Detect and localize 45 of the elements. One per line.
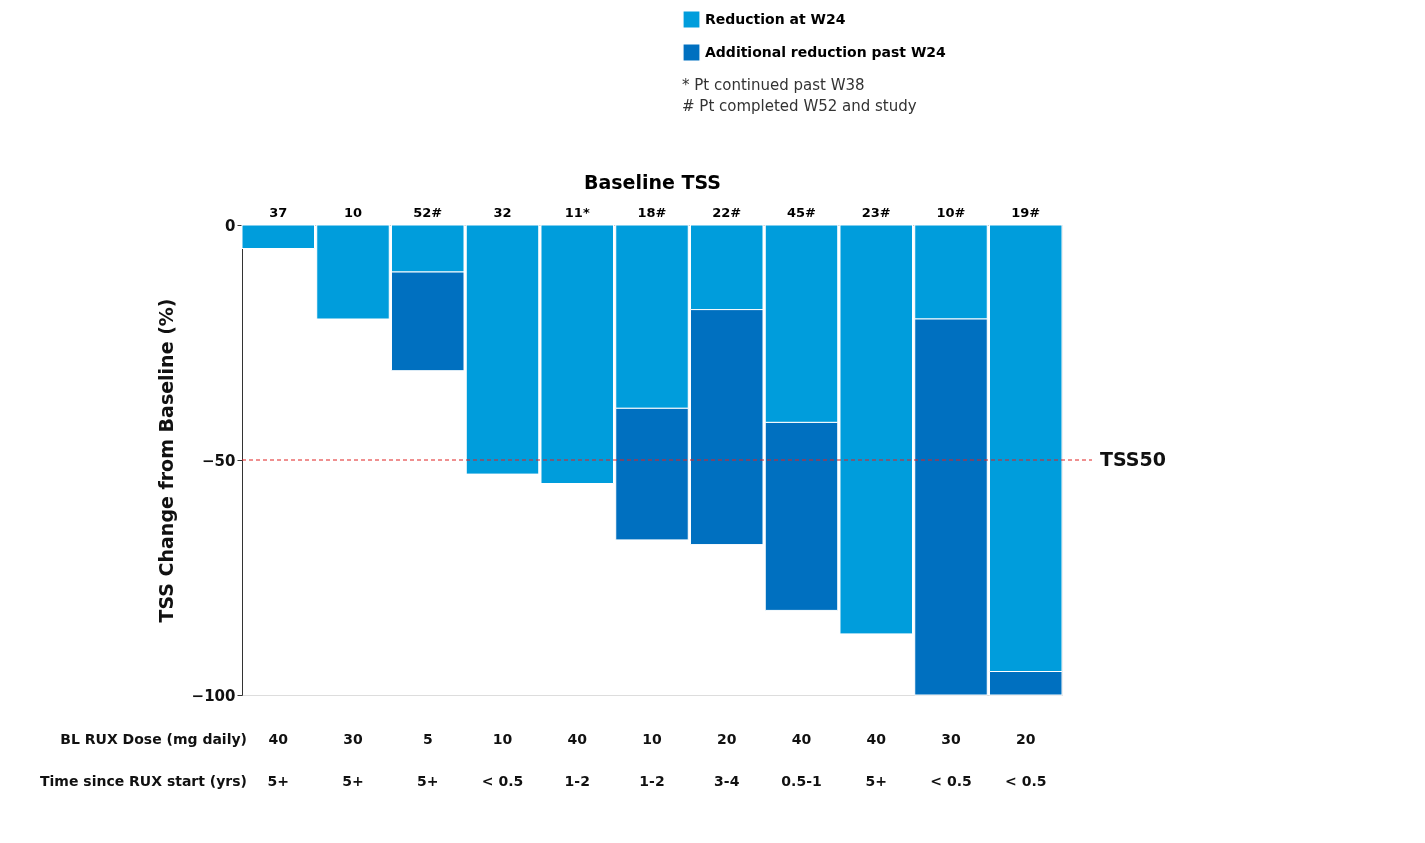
x-tick-label: 37	[269, 204, 288, 220]
x-tick-label: 11*	[564, 204, 590, 220]
x-tick-label: 19#	[1011, 204, 1041, 220]
legend-label: Reduction at W24	[705, 10, 846, 27]
text: < 0.5	[481, 773, 524, 789]
text: * Pt continued past W38	[682, 76, 865, 94]
text: 5+	[417, 773, 439, 789]
text: BL RUX Dose (mg daily)	[60, 731, 247, 747]
text: # Pt completed W52 and study	[682, 97, 917, 115]
x-tick-label: 22#	[712, 204, 742, 220]
text: Time since RUX start (yrs)	[40, 773, 247, 789]
text: 5+	[342, 773, 364, 789]
x-axis-title: Baseline TSS	[583, 170, 722, 193]
x-tick-label: 10#	[936, 204, 966, 220]
text: 5+	[267, 773, 289, 789]
text: 30	[343, 731, 363, 747]
y-tick-label: −100	[191, 686, 236, 705]
x-tick-label: 18#	[637, 204, 667, 220]
x-tick-label: 23#	[861, 204, 891, 220]
x-tick-label: 45#	[787, 204, 817, 220]
legend-label: Additional reduction past W24	[705, 43, 947, 60]
text: < 0.5	[930, 773, 972, 789]
x-tick-label: 32	[493, 204, 512, 220]
text: 20	[1016, 731, 1036, 747]
text: 1-2	[564, 773, 590, 789]
text: 30	[941, 731, 961, 747]
y-axis-title: TSS Change from Baseline (%)	[154, 298, 177, 623]
y-tick-label: 0	[225, 216, 236, 235]
text: 40	[866, 731, 887, 747]
x-tick-label: 52#	[413, 204, 443, 220]
text: 3-4	[714, 773, 740, 789]
x-tick-label: 10	[343, 204, 363, 220]
text: 40	[268, 731, 289, 747]
text: 10	[642, 731, 662, 747]
text: 20	[717, 731, 737, 747]
text: 40	[567, 731, 588, 747]
text: 0.5-1	[781, 773, 822, 789]
text: 5+	[865, 773, 887, 789]
text: 1-2	[639, 773, 665, 789]
text: < 0.5	[1005, 773, 1047, 789]
ref-line-label: TSS50	[1100, 448, 1166, 470]
y-tick-label: −50	[202, 451, 236, 470]
text: 10	[492, 731, 513, 747]
text: 40	[791, 731, 812, 747]
text: 5	[422, 731, 433, 747]
